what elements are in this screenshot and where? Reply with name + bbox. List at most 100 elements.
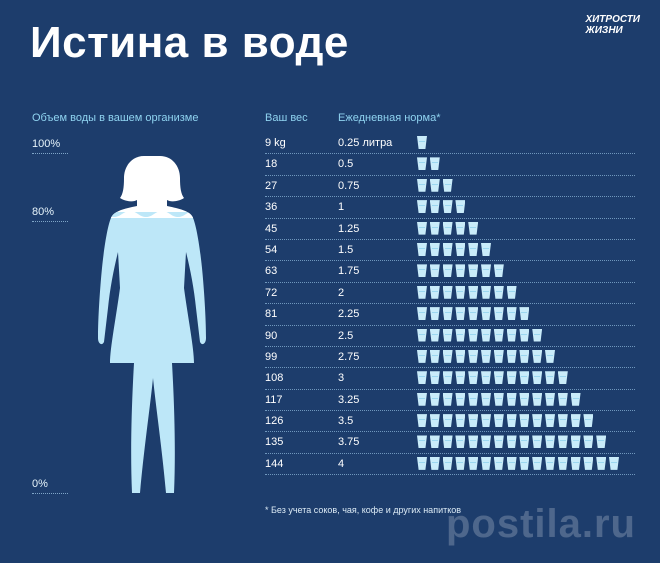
row-weight: 144 [265, 457, 284, 470]
water-glass-icon [557, 414, 568, 428]
footnote: * Без учета соков, чая, кофе и других на… [265, 505, 462, 515]
row-norm: 1.75 [338, 265, 360, 278]
water-wave-icon [98, 211, 206, 218]
water-glass-icon [506, 414, 517, 428]
water-glass-icon [417, 414, 427, 428]
water-glass-icon [442, 371, 453, 385]
water-glass-icon [429, 307, 440, 321]
water-glass-icon [417, 157, 427, 171]
water-glass-icon [429, 371, 440, 385]
water-glass-icon [519, 456, 530, 470]
water-glass-icon [455, 349, 466, 363]
brand-line-2: ЖИЗНИ [585, 25, 623, 36]
row-weight: 54 [265, 243, 278, 256]
water-glass-icon [417, 435, 427, 449]
water-glass-icon [570, 414, 581, 428]
water-glass-icon [429, 157, 440, 171]
row-norm: 0.25 литра [338, 137, 393, 149]
water-glass-icon [417, 307, 427, 321]
water-glass-icon [429, 200, 440, 214]
table-row: 18 0.5 [265, 154, 635, 176]
water-glass-icon [429, 264, 440, 278]
percent-label-0: 0% [32, 478, 48, 490]
water-glass-icon [583, 456, 594, 470]
water-glass-icon [519, 371, 530, 385]
water-glass-icon [570, 435, 581, 449]
water-glass-icon [532, 456, 543, 470]
percent-label-80: 80% [32, 206, 55, 218]
water-glass-icon [455, 456, 466, 470]
table-row: 54 1.5 [265, 240, 635, 262]
water-glass-icon [493, 414, 504, 428]
row-weight: 99 [265, 350, 278, 363]
water-glass-icon [468, 221, 479, 235]
water-glass-icon [442, 328, 453, 342]
row-weight: 135 [265, 436, 284, 449]
water-glass-icon [481, 264, 491, 278]
water-glass-icon [583, 435, 594, 449]
water-glass-icon [442, 285, 453, 299]
water-glass-icon [532, 371, 543, 385]
table-row: 135 3.75 [265, 432, 635, 454]
water-glass-icon [468, 328, 479, 342]
water-glass-icon [519, 414, 530, 428]
row-norm: 2.5 [338, 329, 354, 342]
weight-column-header: Ваш вес [265, 112, 308, 124]
water-glass-icon [455, 392, 466, 406]
row-weight: 45 [265, 222, 278, 235]
water-glass-icon [506, 392, 517, 406]
water-glass-icon [442, 264, 453, 278]
water-glass-icon [455, 200, 466, 214]
water-glass-icon [493, 349, 504, 363]
water-glass-icon [609, 456, 619, 470]
table-row: 36 1 [265, 197, 635, 219]
row-norm: 0.75 [338, 179, 360, 192]
water-glass-icon [532, 349, 543, 363]
water-glass-icon [442, 200, 453, 214]
water-glass-icon [468, 414, 479, 428]
percent-label-100: 100% [32, 138, 61, 150]
row-weight: 117 [265, 393, 283, 406]
table-row: 90 2.5 [265, 326, 635, 347]
water-glass-icon [532, 435, 543, 449]
water-glass-icon [557, 371, 568, 385]
water-glass-icon [429, 328, 440, 342]
water-glass-icon [417, 285, 427, 299]
water-glass-icon [468, 392, 479, 406]
water-glass-icon [417, 221, 427, 235]
water-glass-icon [417, 136, 427, 149]
water-norm-table: 9 kg 0.25 литра 18 0.5 27 0.75 36 1 45 1.25 54 1.5 6… [265, 133, 635, 476]
water-glass-icon [468, 371, 479, 385]
table-row: 45 1.25 [265, 219, 635, 240]
water-glass-icon [468, 307, 479, 321]
water-glass-icon [442, 414, 453, 428]
water-glass-icon [493, 285, 504, 299]
water-glass-icon [429, 456, 440, 470]
table-row: 144 4 [265, 454, 635, 476]
water-glass-icon [429, 221, 440, 235]
row-norm: 4 [338, 457, 345, 470]
row-weight: 72 [265, 286, 278, 299]
water-glass-icon [468, 264, 479, 278]
row-weight: 36 [265, 201, 278, 214]
water-glass-icon [417, 349, 427, 363]
water-glass-icon [493, 435, 504, 449]
table-row: 108 3 [265, 368, 635, 390]
water-glass-icon [468, 285, 479, 299]
water-glass-icon [481, 307, 491, 321]
row-norm: 2 [338, 286, 345, 299]
row-norm: 0.5 [338, 158, 354, 171]
water-glass-icon [429, 414, 440, 428]
water-glass-icon [545, 414, 555, 428]
water-glass-icon [570, 392, 581, 406]
brand-logo: ХИТРОСТИ ЖИЗНИ [585, 14, 640, 36]
water-glass-icon [519, 349, 530, 363]
water-glass-icon [493, 392, 504, 406]
row-weight: 90 [265, 329, 278, 342]
row-norm: 3.5 [338, 415, 354, 428]
water-glass-icon [429, 435, 440, 449]
row-norm: 1.25 [338, 222, 360, 235]
water-glass-icon [455, 221, 466, 235]
water-glass-icon [545, 392, 555, 406]
water-glass-icon [481, 435, 491, 449]
